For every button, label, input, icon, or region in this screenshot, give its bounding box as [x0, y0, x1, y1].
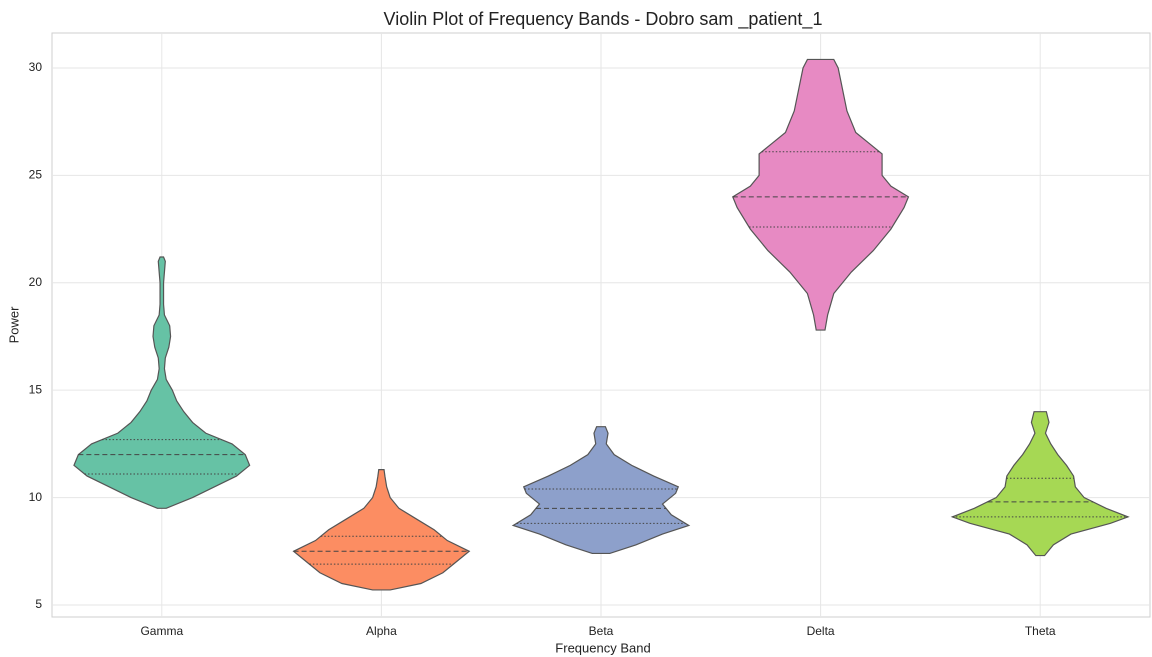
- y-tick-label: 5: [35, 597, 42, 611]
- chart-title: Violin Plot of Frequency Bands - Dobro s…: [384, 9, 823, 30]
- y-tick-label: 20: [29, 275, 43, 289]
- y-tick-label: 30: [29, 60, 43, 74]
- violin: [732, 58, 910, 331]
- violin: [73, 256, 251, 509]
- violin: [950, 411, 1130, 557]
- x-tick-label: Delta: [807, 624, 835, 638]
- y-tick-label: 10: [29, 490, 43, 504]
- y-tick-label: 25: [29, 168, 43, 182]
- violin: [292, 469, 471, 591]
- x-tick-label: Alpha: [366, 624, 397, 638]
- x-tick-label: Beta: [589, 624, 614, 638]
- x-axis-label: Frequency Band: [555, 640, 650, 655]
- violin: [511, 426, 691, 555]
- y-axis-label: Power: [6, 306, 21, 344]
- x-tick-label: Gamma: [140, 624, 183, 638]
- x-tick-label: Theta: [1025, 624, 1056, 638]
- y-tick-label: 15: [29, 382, 43, 396]
